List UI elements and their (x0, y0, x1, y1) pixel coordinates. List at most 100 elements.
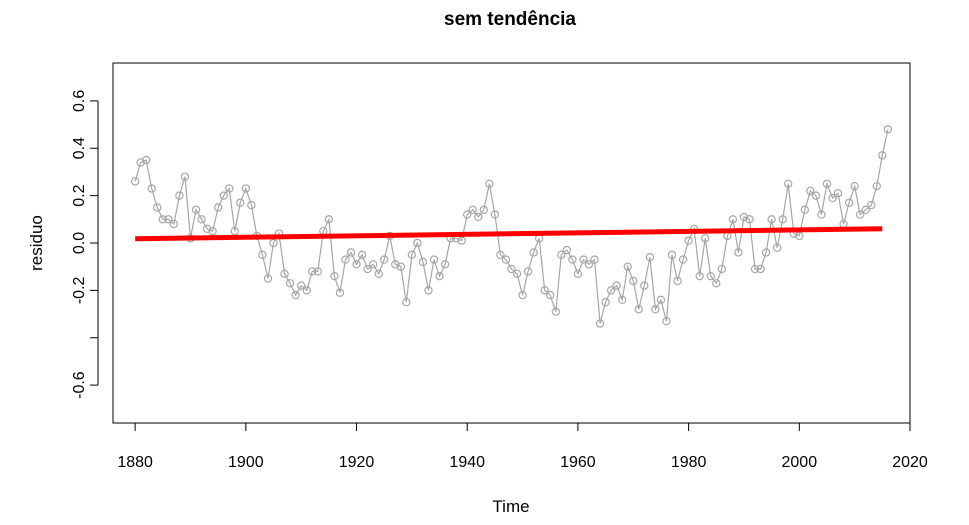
residual-point (335, 288, 345, 297)
residual-point (468, 205, 477, 215)
residual-point (640, 281, 649, 290)
residual-point (374, 269, 383, 278)
residual-point (474, 212, 483, 222)
residual-point (175, 191, 184, 200)
residual-point (429, 255, 439, 264)
residual-point (568, 255, 577, 264)
residual-point (463, 210, 472, 219)
residual-point (695, 271, 704, 281)
y-axis: -0.6 -0.2 0.0 0.2 0.4 0.6 (71, 90, 99, 399)
residual-point (291, 290, 300, 300)
residual-point (540, 286, 549, 295)
residual-point (778, 215, 787, 224)
residual-point (850, 181, 859, 191)
residual-point (296, 281, 306, 290)
residual-point (479, 205, 489, 215)
y-axis-label: residuo (27, 215, 46, 271)
residual-point (391, 260, 400, 269)
residual-point (263, 274, 273, 283)
residual-point (806, 186, 815, 196)
residual-point (678, 255, 688, 264)
residual-point (656, 295, 666, 305)
residual-point (745, 215, 754, 224)
residual-point (418, 257, 428, 267)
residual-point (518, 290, 527, 300)
residual-point (363, 264, 372, 274)
residual-point (761, 248, 771, 257)
residual-point (844, 198, 854, 207)
residual-point (701, 234, 710, 243)
chart-title: sem tendência (444, 9, 576, 30)
residual-point (579, 255, 588, 264)
residual-point (811, 191, 821, 200)
residual-point (136, 158, 145, 167)
residual-point (324, 215, 334, 224)
residual-point (191, 205, 201, 215)
residual-point (817, 210, 826, 219)
residual-point (341, 255, 350, 264)
y-tick-label: -0.2 (71, 276, 88, 304)
residual-point (457, 236, 466, 245)
residual-point (839, 219, 848, 229)
y-tick-label: 0.0 (71, 232, 88, 254)
residual-point (407, 250, 417, 260)
residual-point (280, 269, 289, 278)
residual-point (662, 316, 671, 326)
y-tick-label: 0.2 (71, 184, 88, 206)
residual-point (828, 193, 837, 203)
x-tick-label: 2020 (892, 454, 928, 471)
residual-point (368, 260, 378, 269)
residual-point (236, 198, 245, 207)
residual-point (645, 253, 655, 262)
residual-point (308, 267, 317, 276)
y-tick-label: 0.4 (71, 137, 88, 159)
residual-point (833, 189, 843, 198)
residual-point (269, 238, 278, 248)
residual-point (435, 271, 444, 281)
residual-point (413, 238, 422, 248)
residual-point (396, 262, 406, 271)
x-tick-label: 1980 (671, 454, 707, 471)
residual-point (562, 245, 572, 255)
residual-point (208, 226, 217, 236)
residual-point (772, 243, 782, 252)
residual-point (756, 264, 765, 274)
series-layer (130, 125, 893, 328)
residual-point (634, 305, 643, 314)
residual-point (241, 184, 251, 193)
x-axis: 1880 1900 1920 1940 1960 1980 2000 2020 (117, 422, 928, 471)
x-axis-label: Time (492, 497, 529, 516)
residual-point (330, 271, 339, 281)
residual-point (197, 215, 206, 224)
residual-point (507, 264, 516, 274)
residual-point (546, 290, 555, 300)
residual-point (739, 212, 749, 222)
residual-point (629, 276, 638, 286)
residual-point (551, 307, 560, 316)
residual-point (440, 260, 450, 269)
x-tick-label: 1920 (339, 454, 375, 471)
residual-point (795, 231, 804, 241)
residual-point (606, 286, 616, 295)
residual-point (800, 205, 810, 215)
residual-point (584, 260, 594, 269)
residual-point (225, 184, 234, 193)
residual-point (485, 179, 494, 188)
residual-point (357, 250, 367, 260)
residual-point (767, 215, 776, 224)
residual-point (878, 151, 887, 160)
x-tick-label: 2000 (782, 454, 818, 471)
residual-point (623, 262, 632, 271)
x-tick-label: 1880 (117, 454, 153, 471)
residual-point (883, 125, 893, 134)
residual-point (867, 200, 876, 210)
residual-point (202, 224, 212, 233)
residual-point (424, 286, 433, 295)
residual-point (380, 255, 389, 264)
residual-point (750, 264, 760, 274)
residual-point (861, 205, 870, 215)
residual-point (258, 250, 267, 260)
residual-point (728, 215, 738, 224)
residual-point (352, 260, 361, 269)
residual-point (402, 298, 411, 307)
